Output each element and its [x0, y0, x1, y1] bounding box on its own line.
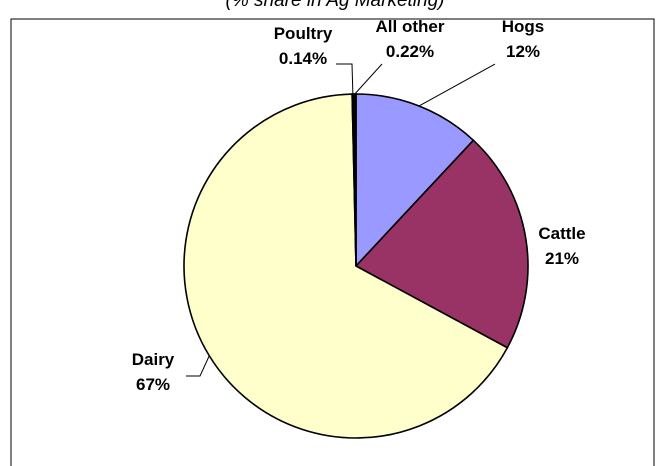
pie-slices: [183, 93, 529, 439]
leader-line-all-other: [354, 63, 383, 95]
pie-slice-dairy: [183, 93, 509, 439]
pie-slice-all-other: [352, 93, 357, 267]
pie-slice-cattle: [354, 139, 529, 349]
slice-label-all-other-value: 0.22%: [386, 42, 434, 61]
leader-line-poultry: [336, 63, 354, 95]
slice-label-dairy-name: Dairy: [132, 350, 175, 369]
slice-label-hogs-value: 12%: [506, 42, 540, 61]
plot-frame: [10, 18, 655, 466]
leader-lines: [186, 63, 496, 377]
slice-label-dairy-value: 67%: [136, 375, 170, 394]
slice-label-poultry-name: Poultry: [274, 24, 333, 43]
slice-label-poultry-value: 0.14%: [279, 49, 327, 68]
slice-label-hogs-name: Hogs: [502, 17, 545, 36]
slice-label-cattle-name: Cattle: [538, 224, 585, 243]
slice-label-cattle-value: 21%: [545, 249, 579, 268]
leader-line-hogs: [418, 63, 496, 107]
leader-line-dairy: [186, 355, 210, 377]
chart-subtitle: (% share in Ag Marketing): [226, 0, 445, 11]
slice-label-all-other-name: All other: [376, 17, 445, 36]
